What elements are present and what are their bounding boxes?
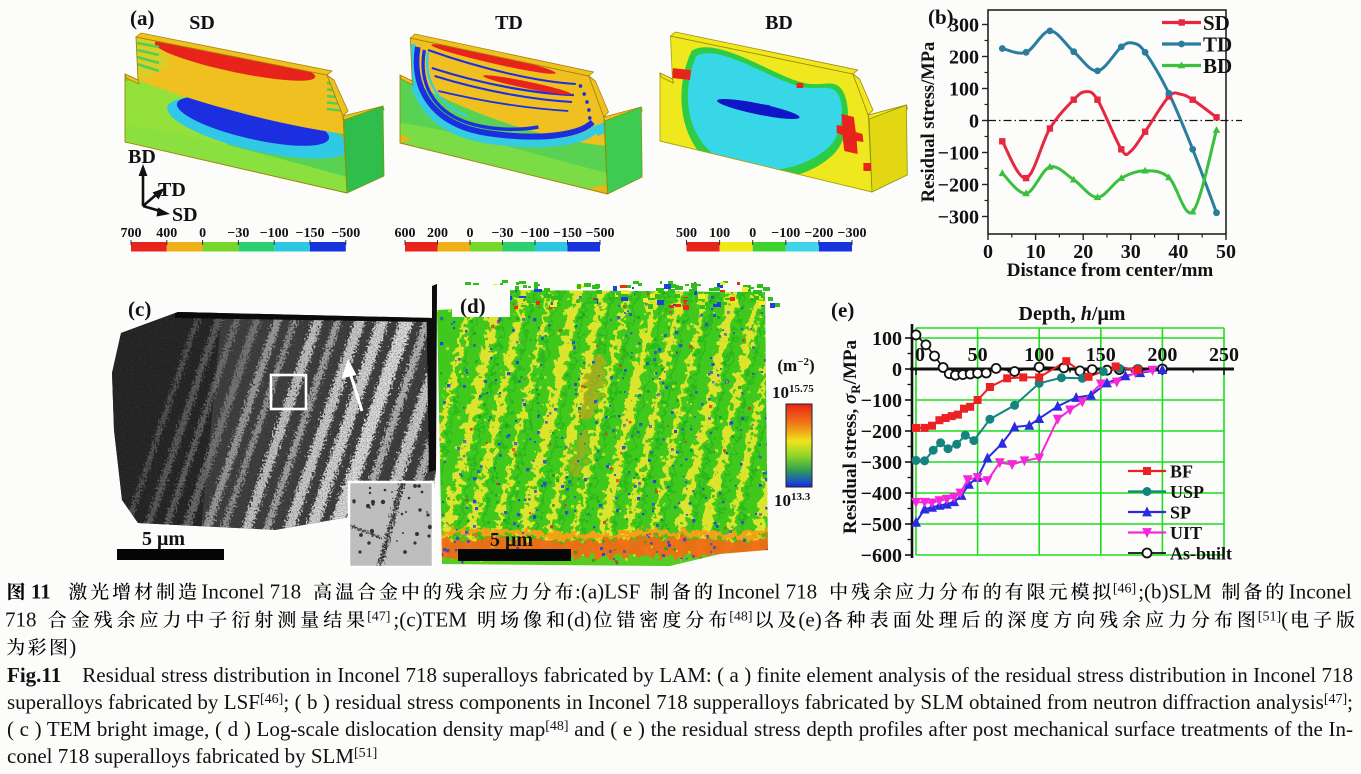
svg-text:1015.75: 1015.75 [772,383,814,402]
svg-text:)SLM: )SLM [1162,580,1213,604]
svg-text:[47]: [47] [367,610,390,625]
svg-text:100: 100 [709,226,730,241]
svg-text:Depth, h/μm: Depth, h/μm [1019,303,1126,325]
svg-text:0: 0 [915,344,925,366]
svg-text:TD: TD [495,12,523,34]
svg-text:250: 250 [1209,344,1239,366]
svg-text:(d): (d) [460,294,486,318]
svg-text:SD: SD [172,204,198,226]
svg-text:(c): (c) [128,297,151,321]
svg-text:−100: −100 [938,143,979,165]
svg-text:BD: BD [128,146,156,168]
svg-text:(b): (b) [928,5,954,29]
svg-text:−600: −600 [861,545,902,567]
svg-text:−500: −500 [586,226,615,241]
svg-text:−300: −300 [838,226,867,241]
svg-text:200: 200 [949,47,979,69]
svg-text:Inconel: Inconel [1289,580,1352,604]
svg-text:Residual stress/MPa: Residual stress/MPa [920,42,939,203]
svg-text:0: 0 [983,241,993,263]
svg-text:UIT: UIT [1170,523,1202,543]
svg-text::(a)LSF: :(a)LSF [575,580,640,604]
svg-text:): ) [69,635,76,659]
svg-text:−100: −100 [861,390,902,412]
svg-text:100: 100 [949,79,979,101]
svg-text:−400: −400 [861,483,902,505]
svg-text:−500: −500 [861,514,902,536]
svg-text:−200: −200 [938,175,979,197]
svg-text:−100: −100 [771,226,800,241]
svg-text:TD: TD [158,179,186,201]
svg-text:SD: SD [189,12,215,34]
svg-text:(: ( [798,608,805,632]
svg-text:600: 600 [395,226,416,241]
svg-text:−300: −300 [938,207,979,229]
svg-text:Residual stress, σR/MPa: Residual stress, σR/MPa [840,340,863,534]
svg-text:;(: ;( [1138,580,1151,604]
svg-text:10: 10 [1026,241,1046,263]
svg-text:(: ( [1281,608,1288,632]
svg-text:5 μm: 5 μm [142,528,185,550]
svg-text:400: 400 [156,226,177,241]
svg-text:b: b [1151,580,1162,604]
svg-text:;(c)TEM: ;(c)TEM [393,608,467,632]
svg-text:(a): (a) [130,6,155,30]
svg-text:(m−2): (m−2) [777,356,814,375]
svg-text:0: 0 [467,226,474,241]
svg-text:−200: −200 [804,226,833,241]
svg-text:Inconel 718: Inconel 718 [201,580,301,604]
svg-text:[48]: [48] [729,610,752,625]
svg-text:−100: −100 [260,226,289,241]
svg-text:20: 20 [1073,241,1093,263]
svg-text:[46]: [46] [1113,582,1136,597]
svg-text:(d): (d) [567,608,592,632]
svg-text:−30: −30 [492,226,514,241]
svg-text:150: 150 [1086,344,1116,366]
svg-text:200: 200 [427,226,448,241]
svg-text:50: 50 [1216,241,1236,263]
svg-text:(e): (e) [831,298,854,322]
svg-text:BD: BD [765,12,793,34]
svg-text:0: 0 [892,359,902,381]
svg-text:100: 100 [872,328,902,350]
svg-text:−300: −300 [861,452,902,474]
svg-text:100: 100 [1024,344,1054,366]
svg-text:200: 200 [1147,344,1177,366]
svg-text:0: 0 [199,226,206,241]
svg-text:500: 500 [676,226,697,241]
svg-text:SD: SD [1203,11,1230,35]
svg-text:−100: −100 [521,226,550,241]
svg-text:−150: −150 [553,226,582,241]
svg-text:718: 718 [5,608,37,632]
svg-text:700: 700 [121,226,142,241]
svg-text:−30: −30 [227,226,249,241]
svg-text:30: 30 [1121,241,1141,263]
svg-text:Inconel 718: Inconel 718 [717,580,817,604]
svg-text:5 μm: 5 μm [490,529,533,551]
svg-text:e: e [805,608,814,632]
svg-text:USP: USP [1170,482,1204,502]
svg-text:BF: BF [1170,462,1193,482]
svg-text:TD: TD [1203,33,1232,57]
svg-text:11: 11 [31,580,51,604]
svg-text:−150: −150 [296,226,325,241]
svg-text:0: 0 [749,226,756,241]
svg-text:As-built: As-built [1170,544,1232,564]
svg-text:50: 50 [968,344,988,366]
svg-text:BD: BD [1203,54,1232,78]
svg-text:[51]: [51] [1258,610,1281,625]
svg-text:SP: SP [1170,503,1191,523]
svg-text:−500: −500 [331,226,360,241]
svg-text:−200: −200 [861,421,902,443]
svg-text:Distance from center/mm: Distance from center/mm [1007,260,1214,281]
svg-text:300: 300 [949,15,979,37]
svg-text:0: 0 [969,111,979,133]
svg-text:40: 40 [1168,241,1188,263]
svg-text:): ) [815,608,822,632]
svg-text:1013.3: 1013.3 [774,491,811,510]
